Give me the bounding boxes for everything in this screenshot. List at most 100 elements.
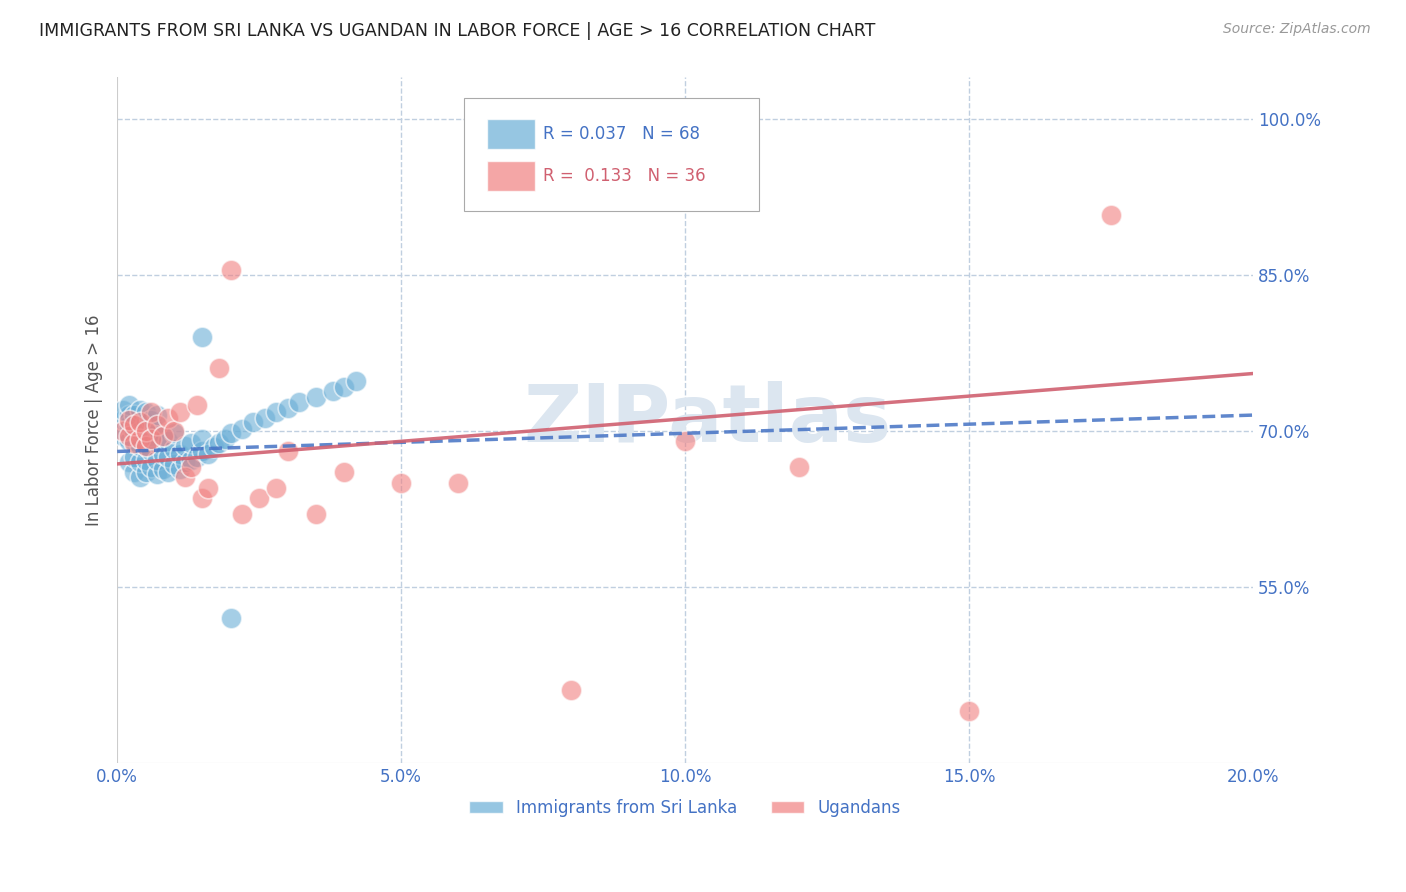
Point — [135, 424, 157, 438]
Point — [111, 403, 134, 417]
Point — [122, 418, 145, 433]
Point — [208, 436, 231, 450]
Point — [169, 462, 191, 476]
Point — [122, 424, 145, 438]
Text: R = 0.037   N = 68: R = 0.037 N = 68 — [543, 125, 700, 143]
Point — [174, 470, 197, 484]
Point — [174, 439, 197, 453]
Point — [242, 416, 264, 430]
Point — [191, 444, 214, 458]
Point — [129, 455, 152, 469]
Point — [186, 450, 208, 464]
Point — [957, 704, 980, 718]
Point — [135, 429, 157, 443]
Point — [152, 446, 174, 460]
Point — [157, 434, 180, 448]
Point — [344, 374, 367, 388]
Point — [389, 475, 412, 490]
Point — [146, 424, 169, 438]
Point — [129, 439, 152, 453]
Point — [169, 446, 191, 460]
Point — [277, 401, 299, 415]
Point — [146, 467, 169, 482]
Point — [152, 462, 174, 476]
Point — [333, 465, 356, 479]
Point — [122, 434, 145, 448]
Point — [157, 465, 180, 479]
Point — [264, 481, 287, 495]
Point — [117, 413, 139, 427]
Point — [122, 450, 145, 464]
Point — [288, 394, 311, 409]
Point — [141, 413, 163, 427]
Point — [129, 403, 152, 417]
Point — [163, 424, 186, 438]
Point — [157, 450, 180, 464]
Point — [129, 432, 152, 446]
Point — [117, 455, 139, 469]
Point — [135, 465, 157, 479]
Point — [163, 425, 186, 440]
Point — [253, 411, 276, 425]
Point — [180, 436, 202, 450]
Point — [180, 460, 202, 475]
Point — [117, 408, 139, 422]
Point — [111, 429, 134, 443]
Point — [247, 491, 270, 506]
Point — [129, 470, 152, 484]
Point — [163, 442, 186, 457]
Point — [135, 439, 157, 453]
Point — [141, 405, 163, 419]
Point — [174, 455, 197, 469]
Point — [673, 434, 696, 448]
Point — [305, 507, 328, 521]
Point — [146, 452, 169, 467]
Point — [141, 429, 163, 443]
Point — [135, 439, 157, 453]
Point — [141, 444, 163, 458]
Point — [122, 465, 145, 479]
Point — [135, 452, 157, 467]
Point — [186, 398, 208, 412]
Point — [214, 432, 236, 446]
Point — [277, 444, 299, 458]
Point — [111, 424, 134, 438]
Point — [117, 418, 139, 433]
Point — [264, 405, 287, 419]
Point — [157, 411, 180, 425]
Point — [231, 421, 253, 435]
Point — [146, 408, 169, 422]
Point — [135, 416, 157, 430]
Point — [117, 429, 139, 443]
Legend: Immigrants from Sri Lanka, Ugandans: Immigrants from Sri Lanka, Ugandans — [463, 792, 907, 823]
Point — [305, 391, 328, 405]
Y-axis label: In Labor Force | Age > 16: In Labor Force | Age > 16 — [86, 315, 103, 526]
Point — [122, 408, 145, 422]
Point — [146, 418, 169, 433]
Text: R =  0.133   N = 36: R = 0.133 N = 36 — [543, 167, 706, 186]
FancyBboxPatch shape — [488, 119, 536, 149]
Point — [163, 457, 186, 471]
Point — [322, 384, 344, 399]
Point — [141, 460, 163, 475]
Point — [141, 432, 163, 446]
Point — [191, 432, 214, 446]
Point — [146, 436, 169, 450]
Point — [191, 330, 214, 344]
FancyBboxPatch shape — [464, 98, 759, 211]
Point — [152, 429, 174, 443]
Point — [787, 460, 810, 475]
Point — [1099, 208, 1122, 222]
Point — [560, 683, 582, 698]
FancyBboxPatch shape — [488, 161, 536, 191]
Point — [152, 429, 174, 443]
Point — [117, 434, 139, 448]
Point — [180, 452, 202, 467]
Point — [231, 507, 253, 521]
Point — [135, 405, 157, 419]
Point — [219, 262, 242, 277]
Point — [447, 475, 470, 490]
Point — [202, 440, 225, 454]
Point — [129, 416, 152, 430]
Point — [219, 425, 242, 440]
